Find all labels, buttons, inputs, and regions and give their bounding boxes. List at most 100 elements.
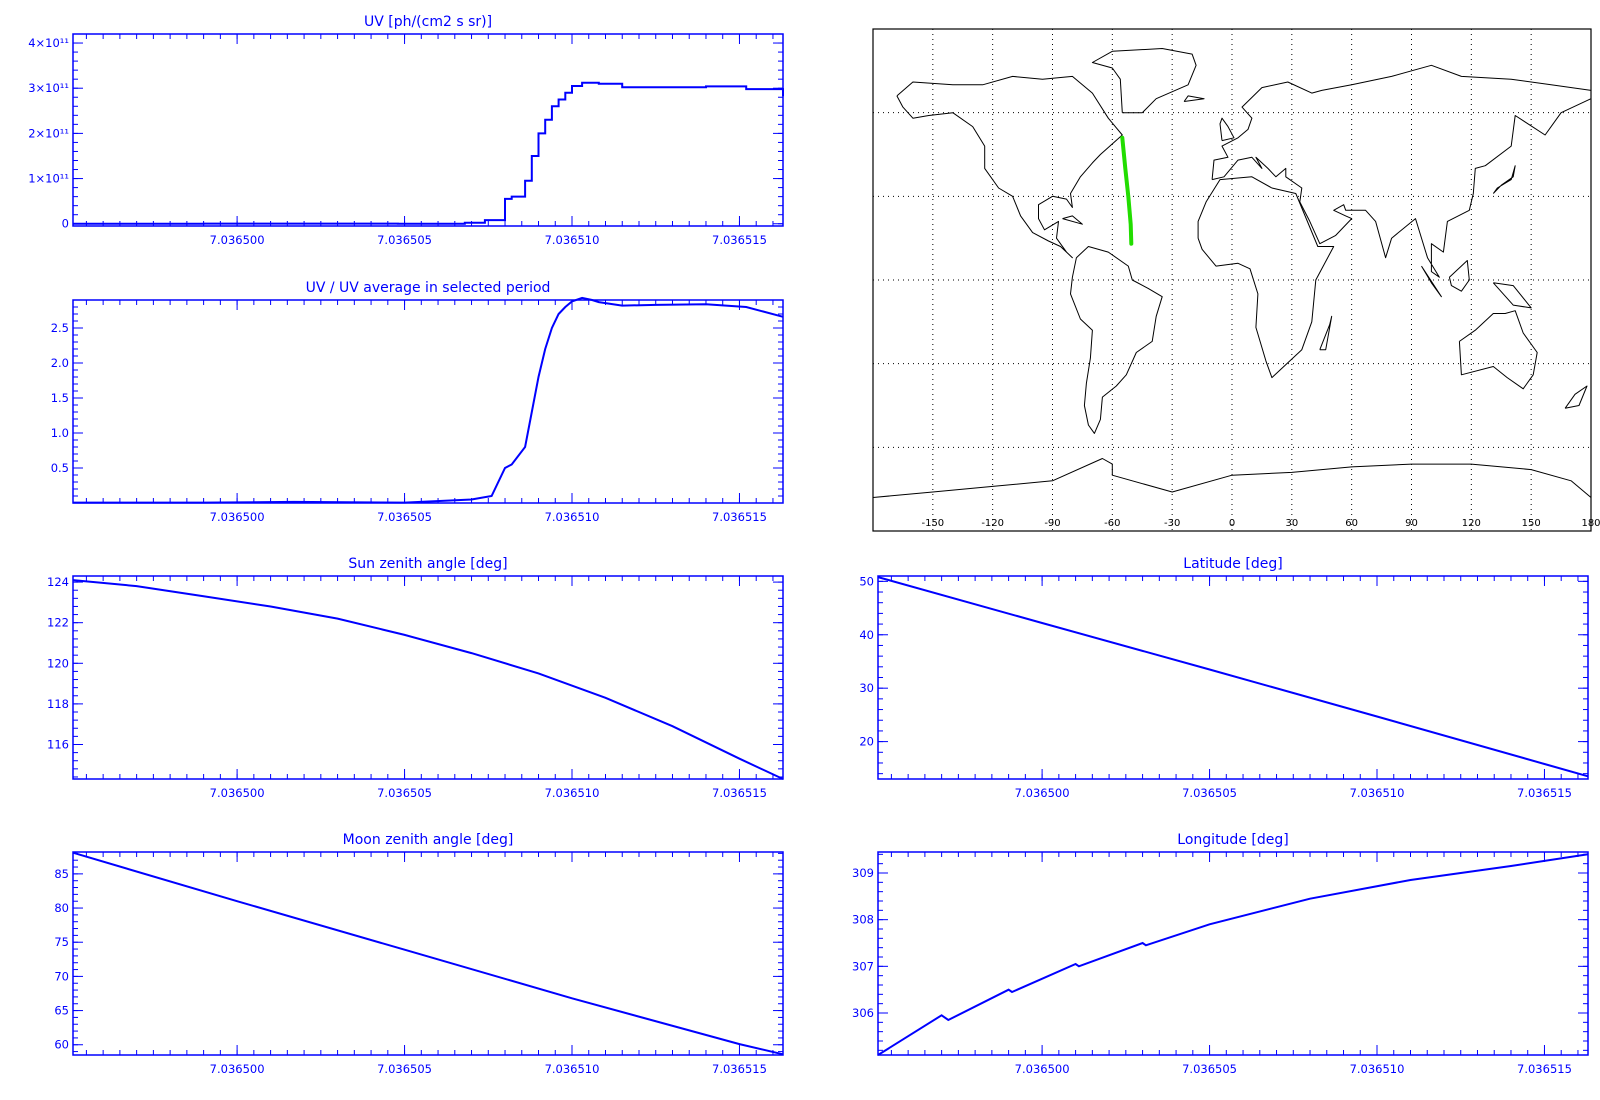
chart-uv: UV [ph/(cm2 s sr)] 7.036500 7.036505 7.0365…: [28, 14, 784, 247]
series-line: [73, 296, 784, 504]
plot-frame: [877, 851, 1589, 1056]
y-tick-label: 4×10¹¹: [28, 36, 69, 50]
coastline: [1183, 95, 1205, 102]
chart-moon-zenith: Moon zenith angle [deg] 7.036500 7.036505 7…: [54, 832, 784, 1076]
x-tick-label: 7.036500: [210, 786, 265, 800]
chart-longitude: Longitude [deg] 7.036500 7.036505 7.036510 7…: [852, 832, 1589, 1076]
y-tick-label: 75: [54, 935, 69, 949]
x-tick-label: 7.036515: [712, 1062, 767, 1076]
y-tick-label: 116: [47, 737, 69, 751]
coastline: [896, 75, 1123, 259]
coastline: [1219, 117, 1235, 142]
x-tick-label: 7.036505: [1182, 1062, 1237, 1076]
y-tick-label: 120: [47, 656, 69, 670]
coastline: [1211, 64, 1592, 278]
map-lon-label: 180: [1581, 518, 1600, 529]
y-tick-label: 2.5: [51, 321, 69, 335]
x-tick-label: 7.036505: [1182, 786, 1237, 800]
y-tick-label: 2×10¹¹: [28, 126, 69, 140]
chart-sun-zenith: Sun zenith angle [deg] 7.036500 7.036505 7.…: [47, 556, 784, 800]
x-tick-label: 7.036500: [210, 233, 265, 247]
x-tick-label: 7.036505: [377, 786, 432, 800]
y-tick-label: 65: [54, 1004, 69, 1018]
x-tick-label: 7.036505: [377, 233, 432, 247]
coastline: [1070, 246, 1163, 434]
y-tick-label: 60: [54, 1038, 69, 1052]
chart-title: Longitude [deg]: [1177, 832, 1288, 848]
y-tick-label: 1.0: [51, 426, 69, 440]
map-lon-label: 60: [1345, 518, 1358, 529]
y-tick-label: 0.5: [51, 461, 69, 475]
coastline: [1197, 176, 1335, 379]
x-tick-label: 7.036500: [210, 510, 265, 524]
plot-frame: [72, 851, 784, 1056]
x-tick-label: 7.036510: [545, 510, 600, 524]
x-tick-label: 7.036515: [712, 510, 767, 524]
series-line: [72, 851, 784, 1056]
y-tick-label: 307: [852, 959, 874, 973]
x-tick-label: 7.036510: [545, 1062, 600, 1076]
series-line: [877, 576, 1589, 778]
map-lon-label: -30: [1164, 518, 1180, 529]
chart-title: UV [ph/(cm2 s sr)]: [364, 14, 492, 30]
map-lon-label: 90: [1405, 518, 1418, 529]
x-tick-label: 7.036510: [1350, 786, 1405, 800]
y-tick-label: 308: [852, 913, 874, 927]
map-lon-label: 0: [1229, 518, 1235, 529]
chart-title: Latitude [deg]: [1183, 556, 1282, 572]
coastline: [1492, 282, 1532, 309]
chart-title: UV / UV average in selected period: [306, 280, 551, 296]
x-tick-label: 7.036510: [1350, 1062, 1405, 1076]
map-lon-label: -150: [921, 518, 944, 529]
x-tick-label: 7.036505: [377, 510, 432, 524]
coastline: [1458, 310, 1538, 390]
y-tick-label: 124: [47, 575, 69, 589]
x-tick-label: 7.036500: [1015, 786, 1070, 800]
x-tick-label: 7.036510: [545, 786, 600, 800]
chart-title: Moon zenith angle [deg]: [343, 832, 514, 848]
series-line: [72, 579, 784, 780]
world-map: -150 -120 -90 -60 -30 0 30 60 90 120 150 180: [872, 28, 1600, 532]
y-tick-label: 0: [62, 217, 69, 231]
coastline: [872, 458, 1592, 498]
y-tick-label: 309: [852, 866, 874, 880]
coastline: [1492, 165, 1516, 194]
y-tick-label: 20: [859, 735, 874, 749]
y-tick-label: 2.0: [51, 356, 69, 370]
series-line: [877, 853, 1589, 1056]
coastline: [1062, 215, 1083, 225]
y-tick-label: 306: [852, 1006, 874, 1020]
plot-frame: [72, 33, 784, 227]
y-tick-label: 122: [47, 616, 69, 630]
map-lon-label: -60: [1104, 518, 1120, 529]
y-tick-label: 118: [47, 697, 69, 711]
chart-latitude: Latitude [deg] 7.036500 7.036505 7.036510 7.…: [859, 556, 1589, 800]
x-tick-label: 7.036500: [210, 1062, 265, 1076]
coastline: [1564, 385, 1588, 409]
x-tick-label: 7.036505: [377, 1062, 432, 1076]
plot-frame: [72, 299, 784, 504]
map-lon-label: 30: [1285, 518, 1298, 529]
x-tick-label: 7.036515: [712, 786, 767, 800]
map-lon-label: -120: [981, 518, 1004, 529]
y-tick-label: 40: [859, 628, 874, 642]
map-lon-label: 150: [1522, 518, 1541, 529]
x-tick-label: 7.036515: [1517, 786, 1572, 800]
x-tick-label: 7.036515: [1517, 1062, 1572, 1076]
y-tick-label: 85: [54, 867, 69, 881]
y-tick-label: 1.5: [51, 391, 69, 405]
y-tick-label: 80: [54, 901, 69, 915]
chart-uv-ratio: UV / UV average in selected period 7.0365…: [51, 280, 784, 524]
y-tick-label: 1×10¹¹: [28, 172, 69, 186]
plot-frame: [72, 575, 784, 780]
coastline: [1319, 315, 1333, 351]
coastline: [1091, 48, 1197, 114]
map-lon-label: 120: [1462, 518, 1481, 529]
series-line: [73, 81, 784, 225]
map-lon-label: -90: [1044, 518, 1060, 529]
satellite-track: [1120, 135, 1134, 246]
coastline: [1448, 260, 1470, 292]
coastline: [1421, 265, 1442, 298]
y-tick-label: 50: [859, 574, 874, 588]
